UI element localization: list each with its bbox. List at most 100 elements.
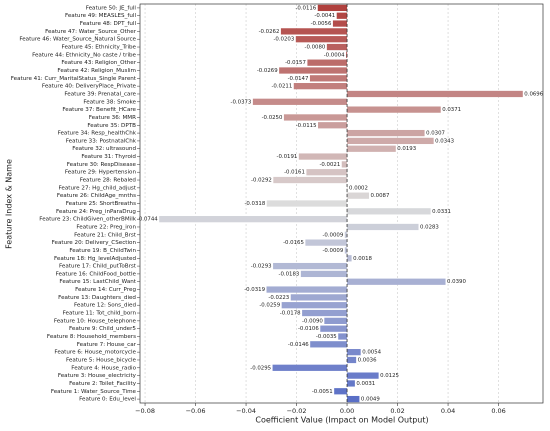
y-tick-label: Feature 16: ChildFood_bottle bbox=[56, 271, 137, 277]
x-tick-label: −0.08 bbox=[135, 407, 155, 415]
value-label: 0.0002 bbox=[349, 185, 368, 191]
y-tick-label: Feature 47: Water_Source_Other bbox=[45, 29, 137, 35]
bar bbox=[341, 161, 348, 168]
bar bbox=[266, 286, 348, 293]
value-label: -0.0211 bbox=[271, 84, 292, 90]
value-label: -0.0318 bbox=[244, 201, 265, 207]
bar bbox=[347, 145, 396, 152]
value-label: -0.0035 bbox=[316, 334, 337, 340]
y-tick-label: Feature 13: Daughters_died bbox=[58, 295, 136, 301]
y-tick-label: Feature 5: House_bicycle bbox=[66, 357, 137, 363]
y-tick-label: Feature 46: Water_Source_Natural Source bbox=[19, 37, 136, 43]
bar bbox=[347, 137, 434, 145]
x-tick-label: 0.02 bbox=[390, 407, 404, 415]
y-tick-label: Feature 40: DeliveryPlace_Private bbox=[42, 84, 137, 90]
bar bbox=[347, 380, 355, 387]
y-tick-label: Feature 27: Hg_child_adjust bbox=[58, 185, 136, 191]
bar bbox=[310, 341, 348, 348]
value-label: -0.0080 bbox=[305, 45, 326, 51]
y-tick-label: Feature 6: House_motorcycle bbox=[54, 350, 136, 356]
y-tick-label: Feature 44: Ethnicity_No caste / tribe bbox=[32, 52, 136, 58]
bar bbox=[252, 98, 348, 105]
bar bbox=[347, 129, 425, 137]
value-label: -0.0147 bbox=[288, 76, 309, 82]
y-axis-label: Feature Index & Name bbox=[5, 159, 14, 249]
value-label: -0.0146 bbox=[288, 342, 309, 348]
y-tick-label: Feature 11: Tot_child_born bbox=[63, 311, 137, 317]
value-label: -0.0223 bbox=[268, 295, 289, 301]
y-tick-label: Feature 29: Hypertension bbox=[65, 170, 137, 176]
value-label: -0.0116 bbox=[295, 5, 316, 11]
value-label: 0.0193 bbox=[397, 146, 416, 152]
bar bbox=[320, 325, 348, 332]
y-tick-label: Feature 0: Edu_level bbox=[79, 397, 136, 403]
value-label: -0.0115 bbox=[296, 123, 317, 129]
bar bbox=[295, 36, 348, 43]
y-tick-label: Feature 3: House_electricity bbox=[58, 373, 137, 379]
y-tick-label: Feature 1: Water_Source_Time bbox=[51, 389, 137, 395]
bar bbox=[283, 114, 348, 121]
y-tick-label: Feature 38: Smoke bbox=[83, 99, 136, 105]
bar bbox=[281, 302, 348, 309]
value-label: -0.0165 bbox=[283, 240, 304, 246]
value-label: 0.0696 bbox=[524, 91, 543, 97]
bar bbox=[347, 278, 446, 285]
bar bbox=[347, 90, 523, 98]
y-tick-label: Feature 35: DPTB bbox=[87, 123, 136, 129]
value-label: 0.0343 bbox=[435, 138, 454, 144]
y-tick-label: Feature 21: Child_Brst bbox=[74, 232, 137, 238]
bar bbox=[344, 231, 348, 238]
value-label: 0.0125 bbox=[380, 373, 399, 379]
bar bbox=[302, 309, 348, 317]
value-label: 0.0036 bbox=[358, 357, 377, 363]
y-tick-label: Feature 17: Child_putToBrst bbox=[59, 264, 137, 270]
y-tick-label: Feature 32: ultrasound bbox=[72, 146, 136, 152]
value-label: -0.0203 bbox=[273, 37, 294, 43]
value-label: 0.0307 bbox=[426, 131, 445, 137]
bar bbox=[309, 75, 348, 82]
value-label: -0.0051 bbox=[312, 389, 333, 395]
y-tick-label: Feature 24: Preg_inParaDrug bbox=[56, 209, 136, 215]
y-tick-label: Feature 49: MEASLES_full bbox=[65, 13, 137, 19]
x-axis-label: Coefficient Value (Impact on Model Outpu… bbox=[255, 416, 428, 425]
y-tick-label: Feature 33: PostnatalChk bbox=[66, 138, 137, 144]
y-tick-label: Feature 39: Prenatal_care bbox=[64, 91, 136, 97]
value-label: -0.0178 bbox=[280, 311, 301, 317]
bar bbox=[336, 12, 348, 19]
value-label: 0.0331 bbox=[432, 209, 451, 215]
bar bbox=[347, 349, 361, 356]
y-tick-label: Feature 31: Thyroid bbox=[81, 154, 136, 160]
bar bbox=[293, 83, 348, 90]
y-tick-label: Feature 45: Ethnicity_Tribe bbox=[62, 45, 137, 51]
y-tick-label: Feature 30: RespDisease bbox=[67, 162, 137, 168]
value-label: -0.0292 bbox=[251, 178, 272, 184]
y-tick-label: Feature 48: DPT_full bbox=[80, 21, 137, 27]
value-label: -0.0009 bbox=[322, 232, 343, 238]
bar bbox=[344, 247, 348, 254]
y-tick-label: Feature 7: House_car bbox=[77, 342, 137, 348]
y-tick-label: Feature 14: Curr_Preg bbox=[75, 287, 136, 293]
value-label: -0.0262 bbox=[259, 29, 280, 35]
bar bbox=[272, 364, 348, 371]
bar bbox=[307, 59, 348, 66]
y-tick-label: Feature 43: Religion_Other bbox=[61, 60, 136, 66]
y-tick-label: Feature 25: ShortBreaths bbox=[66, 201, 136, 207]
bar bbox=[347, 223, 419, 231]
bar bbox=[317, 4, 348, 12]
bar bbox=[347, 106, 441, 113]
x-tick-label: 0.06 bbox=[491, 407, 505, 415]
y-tick-label: Feature 50: JE_full bbox=[86, 5, 137, 11]
x-tick-label: −0.06 bbox=[186, 407, 206, 415]
y-tick-label: Feature 18: Hg_levelAdjusted bbox=[54, 256, 136, 262]
value-label: -0.0191 bbox=[277, 154, 298, 160]
bar bbox=[273, 176, 348, 184]
value-label: -0.0183 bbox=[279, 271, 300, 277]
bar bbox=[347, 255, 352, 262]
value-label: -0.0293 bbox=[251, 264, 272, 270]
value-label: -0.0259 bbox=[259, 303, 280, 309]
y-tick-label: Feature 22: Preg_iron bbox=[76, 224, 136, 230]
y-tick-label: Feature 19: B_ChildTwin bbox=[69, 248, 136, 254]
value-label: 0.0031 bbox=[356, 381, 375, 387]
value-label: -0.0250 bbox=[262, 115, 283, 121]
bar bbox=[306, 169, 348, 176]
